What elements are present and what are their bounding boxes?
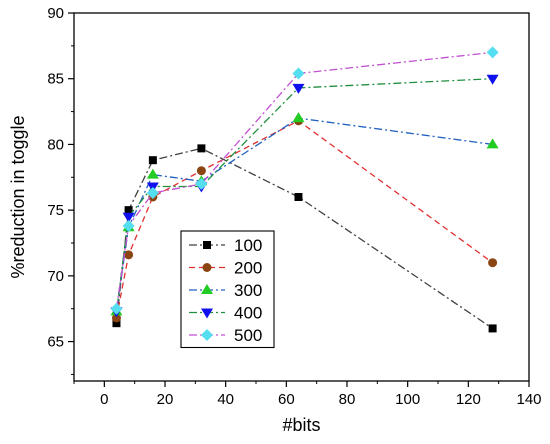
data-point-200 [488, 258, 498, 268]
series-line-100 [115, 147, 493, 329]
y-axis-title: %reduction in toggle [8, 115, 28, 278]
y-tick-label: 65 [47, 334, 64, 351]
plot-frame [73, 12, 530, 382]
series-100 [112, 144, 497, 333]
y-tick-label: 85 [47, 71, 64, 88]
x-axis-title: #bits [282, 415, 320, 435]
data-point-300 [146, 168, 159, 179]
series-line-200 [115, 120, 493, 319]
data-point-300 [292, 112, 305, 123]
data-point-400 [486, 74, 499, 85]
y-tick-label: 75 [47, 202, 64, 219]
data-point-400 [292, 83, 305, 94]
y-tick-label: 70 [47, 268, 64, 285]
data-point-500 [292, 67, 305, 80]
series-500 [110, 46, 499, 315]
series-line-300 [115, 117, 493, 312]
data-point-500 [486, 46, 499, 59]
legend: 100 200 300 400 500 [180, 230, 275, 349]
x-tick-label: 100 [395, 391, 420, 408]
data-point-500 [122, 219, 135, 232]
data-point-100 [148, 156, 157, 165]
data-point-100 [488, 324, 497, 333]
data-point-500 [146, 187, 159, 200]
data-point-100 [124, 206, 133, 215]
legend-entry-400: 400 [189, 304, 262, 323]
x-tick-label: 80 [339, 391, 356, 408]
legend-box [180, 230, 275, 349]
series-300 [110, 112, 499, 316]
y-axis: 65 70 75 80 85 90 [47, 5, 74, 375]
legend-entry-100: 100 [189, 236, 262, 255]
legend-label: 500 [234, 326, 262, 345]
legend-label: 300 [234, 281, 262, 300]
data-point-100 [294, 193, 303, 201]
legend-entry-300: 300 [189, 281, 262, 300]
data-point-200 [124, 250, 134, 260]
x-tick-label: 60 [278, 391, 295, 408]
x-tick-label: 40 [217, 391, 234, 408]
legend-marker [201, 308, 213, 319]
y-tick-label: 90 [47, 5, 64, 22]
legend-label: 400 [234, 304, 262, 323]
data-point-500 [110, 302, 123, 315]
x-tick-label: 140 [516, 391, 541, 408]
series-400 [110, 74, 499, 318]
data-point-300 [486, 138, 499, 149]
series-line-400 [115, 78, 493, 312]
legend-label: 100 [234, 236, 262, 255]
x-tick-label: 20 [157, 391, 174, 408]
x-tick-label: 120 [456, 391, 481, 408]
legend-label: 200 [234, 259, 262, 278]
y-tick-label: 80 [47, 136, 64, 153]
series-200 [111, 116, 498, 323]
legend-marker [203, 241, 211, 249]
series-line-500 [115, 51, 493, 309]
legend-entry-500: 500 [189, 326, 262, 345]
plot-border [73, 12, 530, 382]
series-layer [110, 46, 499, 333]
data-point-200 [111, 313, 121, 323]
x-axis: 0 20 40 60 80 100 120 140 [73, 381, 542, 408]
legend-entry-200: 200 [189, 259, 262, 278]
data-point-500 [195, 177, 208, 190]
x-tick-label: 0 [100, 391, 108, 408]
legend-marker [201, 329, 213, 341]
legend-marker [201, 284, 213, 294]
data-point-100 [197, 144, 206, 153]
data-point-100 [112, 319, 121, 328]
data-point-200 [196, 166, 206, 176]
legend-marker [202, 263, 212, 272]
data-point-400 [122, 212, 135, 223]
